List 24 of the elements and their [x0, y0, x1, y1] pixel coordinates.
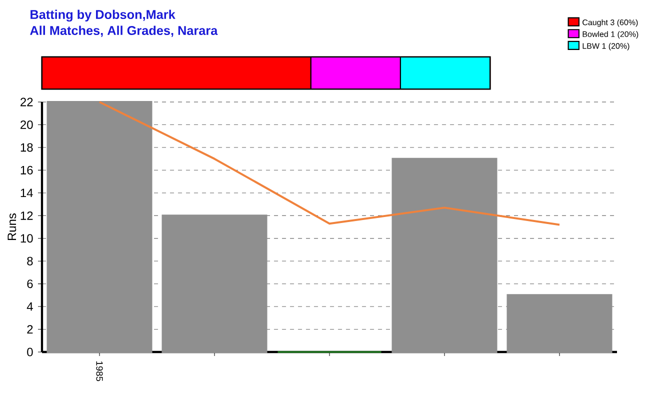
y-axis-title: Runs [8, 213, 16, 240]
y-tick-label: 12 [20, 211, 33, 220]
legend-label: LBW 1 (20%) [582, 42, 630, 50]
bar [506, 294, 612, 353]
y-tick-label: 16 [20, 166, 33, 174]
y-tick-label: 6 [27, 280, 33, 288]
bar [392, 158, 498, 353]
x-tick-label: 1985 [96, 361, 103, 382]
legend-label: Caught 3 (60%) [582, 19, 638, 27]
chart-title: Batting by Dobson,Mark [30, 10, 176, 22]
bar [46, 101, 152, 353]
y-tick-label: 18 [20, 143, 33, 152]
legend-label: Bowled 1 (20%) [582, 31, 638, 39]
y-tick-label: 8 [27, 256, 33, 266]
bar [162, 214, 268, 353]
y-tick-label: 2 [27, 325, 33, 334]
y-tick-label: 14 [20, 188, 33, 198]
y-tick-label: 4 [26, 302, 33, 311]
y-tick-label: 10 [20, 234, 33, 243]
y-tick-label: 20 [20, 120, 33, 129]
chart-subtitle: All Matches, All Grades, Narara [30, 26, 218, 37]
y-tick-label: 0 [27, 348, 33, 356]
line-series [98, 101, 560, 226]
y-tick-label: 22 [20, 98, 33, 106]
